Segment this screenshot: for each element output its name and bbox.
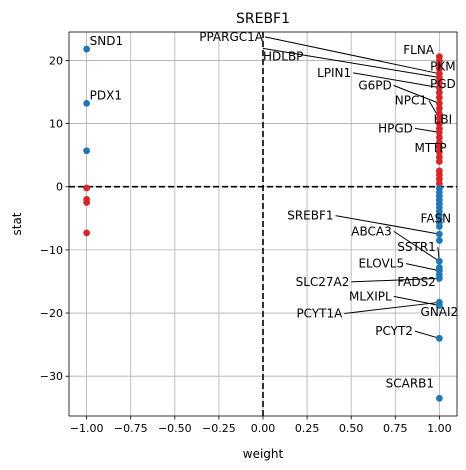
annotation-label: MTTP [415, 141, 447, 155]
data-point [83, 147, 91, 155]
annotation-label: SLC27A2 [296, 275, 350, 289]
annotation-leader-line [264, 36, 440, 75]
data-point [435, 257, 443, 265]
data-point [435, 99, 443, 107]
annotation-labels: SND1 PDX1 PPARGC1A FLNA HDLBP PKM LPIN1 PGD G6PD… [90, 30, 459, 391]
y-tick-label: 0 [56, 181, 63, 194]
x-tick-label: −1.00 [70, 422, 104, 435]
data-point [435, 120, 443, 127]
x-tick-label: −0.75 [114, 422, 148, 435]
annotation-leader-line [344, 301, 440, 314]
data-point [435, 65, 443, 73]
data-point [435, 148, 443, 156]
x-tick-label: −0.25 [202, 422, 236, 435]
annotation-label: HPGD [378, 121, 413, 135]
x-tick-label: −0.50 [158, 422, 192, 435]
annotation-label: G6PD [358, 78, 391, 92]
data-point [435, 94, 443, 102]
annotation-leader-line [353, 72, 440, 89]
annotation-leader-line [335, 215, 440, 235]
data-point [435, 105, 443, 112]
annotation-label: NPC1 [395, 94, 427, 108]
data-point [435, 74, 443, 81]
annotation-label: SCARB1 [386, 377, 434, 391]
annotation-leader-lines [262, 36, 440, 339]
data-point [435, 143, 443, 151]
data-point [435, 110, 443, 117]
annotation-label: PPARGC1A [199, 30, 264, 44]
annotation-label: FLNA [403, 43, 435, 57]
data-point [435, 180, 443, 187]
data-point [435, 394, 443, 402]
data-point [435, 223, 443, 230]
annotation-leader-line [405, 263, 440, 272]
x-tick-label: 1.00 [427, 422, 452, 435]
annotation-label: PCYT1A [296, 306, 343, 320]
data-point [83, 45, 91, 53]
data-point [435, 79, 443, 86]
annotation-label: PDX1 [90, 88, 122, 102]
annotation-leader-line [414, 127, 440, 133]
annotation-label: MLXIPL [349, 289, 392, 303]
annotation-label: GNAI2 [421, 305, 459, 319]
annotation-label: SND1 [90, 34, 123, 48]
data-point [83, 184, 91, 192]
data-point [435, 158, 443, 165]
data-point [435, 302, 443, 309]
data-point [83, 199, 91, 206]
y-axis-ticks: −30 −20 −10 0 10 20 [40, 54, 69, 383]
annotation-label: ELOVL5 [358, 257, 404, 271]
x-axis-label: weight [243, 447, 284, 461]
annotation-label: PCYT2 [375, 324, 413, 338]
data-point [435, 84, 443, 91]
annotation-label: PKM [430, 60, 455, 74]
annotation-leader-line [393, 85, 440, 104]
data-point [83, 99, 91, 107]
y-tick-label: −10 [40, 244, 63, 257]
annotation-leader-line [414, 330, 440, 339]
y-tick-label: −20 [40, 307, 63, 320]
data-point [435, 230, 443, 238]
annotation-leader-line [393, 230, 440, 262]
annotation-leader-line [262, 47, 440, 78]
annotation-leader-line [351, 277, 440, 283]
x-tick-label: 0.25 [295, 422, 320, 435]
x-tick-label: 0.50 [339, 422, 364, 435]
annotation-label: LBI [434, 113, 452, 127]
annotation-label: SREBF1 [287, 209, 333, 223]
x-tick-label: 0.00 [251, 422, 276, 435]
data-point [83, 229, 91, 237]
y-axis-label: stat [10, 212, 24, 235]
data-point [435, 274, 443, 282]
data-point [435, 134, 443, 141]
annotation-label: HDLBP [263, 49, 303, 63]
annotation-label: LPIN1 [317, 66, 351, 80]
x-axis-ticks: −1.00 −0.75 −0.50 −0.25 0.00 0.25 0.50 0.75 1.00 [70, 416, 452, 435]
reference-lines [69, 32, 457, 416]
annotation-label: SSTR1 [397, 240, 436, 254]
annotation-label: FASN [421, 212, 452, 226]
annotation-leader-line [393, 295, 440, 306]
data-point [435, 334, 443, 342]
data-points [83, 45, 443, 402]
data-point [435, 129, 443, 136]
y-tick-label: 20 [49, 54, 63, 67]
data-point [435, 115, 443, 122]
y-tick-label: 10 [49, 118, 63, 131]
chart-title: SREBF1 [236, 11, 290, 27]
y-tick-label: −30 [40, 370, 63, 383]
annotation-label: ABCA3 [351, 224, 391, 238]
data-point [435, 89, 443, 97]
x-tick-label: 0.75 [383, 422, 408, 435]
data-point [435, 237, 443, 244]
annotation-label: PGD [430, 77, 456, 91]
annotation-label: FADS2 [397, 275, 436, 289]
